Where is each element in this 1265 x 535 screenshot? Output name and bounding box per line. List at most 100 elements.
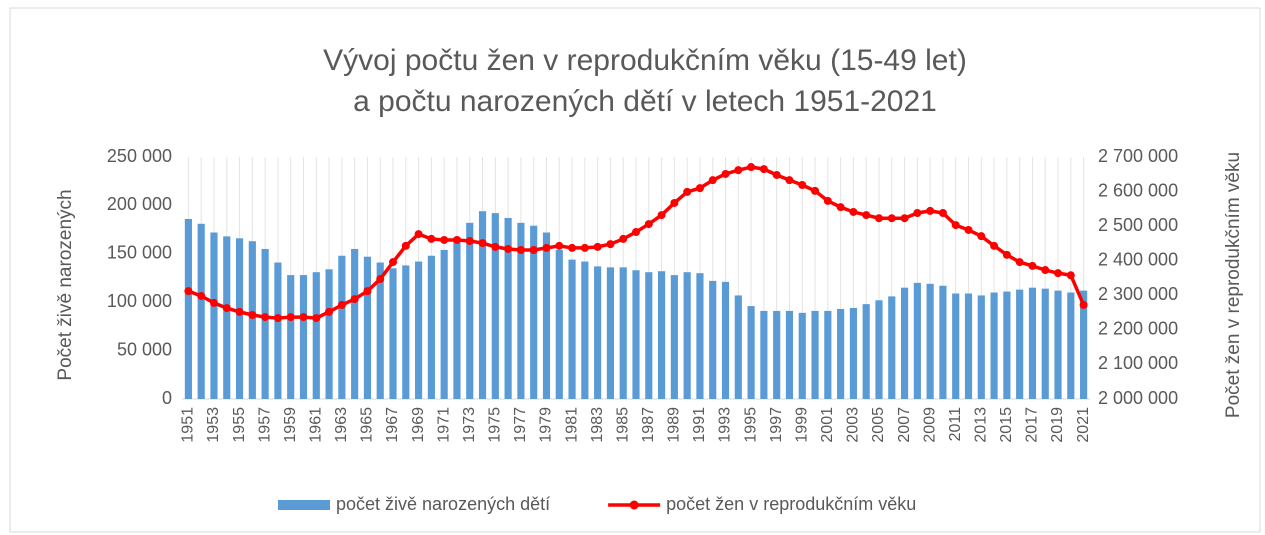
line-marker bbox=[606, 240, 615, 249]
x-tick-label: 1979 bbox=[538, 407, 555, 443]
x-tick-label: 1959 bbox=[282, 407, 299, 443]
bar bbox=[530, 225, 538, 399]
line-marker bbox=[619, 234, 628, 243]
bar bbox=[1067, 292, 1075, 399]
line-marker bbox=[951, 221, 960, 230]
x-tick-label: 1967 bbox=[384, 407, 401, 443]
line-marker bbox=[184, 287, 193, 296]
bar bbox=[875, 300, 883, 399]
bar bbox=[287, 275, 295, 399]
line-marker bbox=[1041, 266, 1050, 275]
y-tick-label: 100 000 bbox=[107, 291, 172, 311]
bar bbox=[709, 280, 717, 399]
line-marker bbox=[312, 314, 321, 323]
x-tick-label: 1995 bbox=[742, 407, 759, 443]
x-tick-label: 1991 bbox=[691, 407, 708, 443]
line-marker bbox=[849, 207, 858, 216]
bar bbox=[888, 296, 896, 399]
bar bbox=[453, 237, 461, 399]
line-marker bbox=[363, 287, 372, 296]
line-marker bbox=[478, 239, 487, 248]
line-marker bbox=[708, 176, 717, 185]
line-marker bbox=[1015, 258, 1024, 267]
line-marker bbox=[491, 242, 500, 251]
chart-title: Vývoj počtu žen v reprodukčním věku (15-… bbox=[323, 44, 967, 77]
bar bbox=[427, 255, 435, 399]
bar bbox=[1016, 289, 1024, 399]
line-marker bbox=[389, 258, 398, 267]
bar bbox=[197, 223, 205, 399]
bar bbox=[696, 273, 704, 399]
bar bbox=[363, 256, 372, 399]
bar bbox=[555, 249, 563, 399]
bar bbox=[223, 236, 231, 399]
bar bbox=[542, 232, 551, 399]
line-marker bbox=[222, 304, 231, 313]
x-tick-label: 1965 bbox=[359, 407, 376, 443]
bar bbox=[325, 269, 333, 399]
bar bbox=[504, 217, 512, 399]
line-marker bbox=[1054, 269, 1063, 278]
x-tick-label: 2001 bbox=[819, 407, 836, 443]
bar bbox=[760, 310, 768, 399]
bar bbox=[964, 293, 973, 399]
bar bbox=[683, 272, 691, 399]
x-tick-label: 1973 bbox=[461, 407, 478, 443]
y-tick-label: 150 000 bbox=[107, 243, 172, 263]
bar bbox=[261, 248, 269, 399]
line-marker bbox=[1079, 300, 1088, 309]
y2-tick-label: 2 000 000 bbox=[1098, 388, 1178, 408]
x-tick-label: 1983 bbox=[589, 407, 606, 443]
y-tick-label: 50 000 bbox=[117, 339, 172, 359]
line-marker bbox=[734, 166, 743, 175]
line-marker bbox=[938, 209, 947, 218]
bar bbox=[1003, 291, 1011, 399]
line-marker bbox=[261, 313, 270, 322]
line-marker bbox=[452, 235, 461, 244]
line-marker bbox=[593, 242, 602, 251]
line-marker bbox=[248, 310, 257, 319]
bar bbox=[594, 266, 602, 399]
bar bbox=[785, 310, 794, 399]
bar bbox=[568, 259, 576, 399]
line-marker bbox=[299, 313, 308, 322]
line-marker bbox=[670, 198, 679, 207]
x-tick-label: 1993 bbox=[717, 407, 734, 443]
bar bbox=[900, 287, 909, 399]
y2-tick-label: 2 100 000 bbox=[1098, 353, 1178, 373]
bar bbox=[926, 283, 934, 399]
x-tick-label: 1955 bbox=[231, 407, 248, 443]
bar bbox=[299, 275, 308, 399]
bar bbox=[606, 267, 615, 399]
y2-tick-label: 2 600 000 bbox=[1098, 180, 1178, 200]
x-tick-label: 1987 bbox=[640, 407, 657, 443]
x-tick-label: 2003 bbox=[845, 407, 862, 443]
line-marker bbox=[197, 291, 206, 300]
x-tick-label: 1997 bbox=[768, 407, 785, 443]
legend-swatch bbox=[629, 500, 639, 510]
bar bbox=[184, 218, 192, 399]
x-tick-label: 2015 bbox=[998, 407, 1015, 443]
bar bbox=[402, 265, 410, 399]
bar bbox=[581, 261, 589, 399]
line-marker bbox=[440, 235, 449, 244]
line-marker bbox=[580, 243, 589, 252]
bar bbox=[837, 308, 845, 399]
line-marker bbox=[695, 184, 704, 193]
x-tick-label: 1969 bbox=[410, 407, 427, 443]
line-marker bbox=[401, 241, 410, 250]
line-marker bbox=[1002, 250, 1011, 259]
x-tick-label: 1961 bbox=[308, 407, 325, 443]
bar bbox=[1041, 288, 1049, 399]
bar bbox=[338, 255, 346, 399]
bar bbox=[824, 310, 832, 399]
line-marker bbox=[325, 307, 334, 316]
line-marker bbox=[887, 214, 896, 223]
legend-swatch bbox=[278, 500, 330, 510]
bar bbox=[389, 268, 397, 399]
x-tick-label: 2019 bbox=[1049, 407, 1066, 443]
x-tick-label: 2005 bbox=[870, 407, 887, 443]
line-marker bbox=[273, 314, 282, 323]
x-tick-label: 1963 bbox=[333, 407, 350, 443]
bar bbox=[939, 285, 947, 399]
